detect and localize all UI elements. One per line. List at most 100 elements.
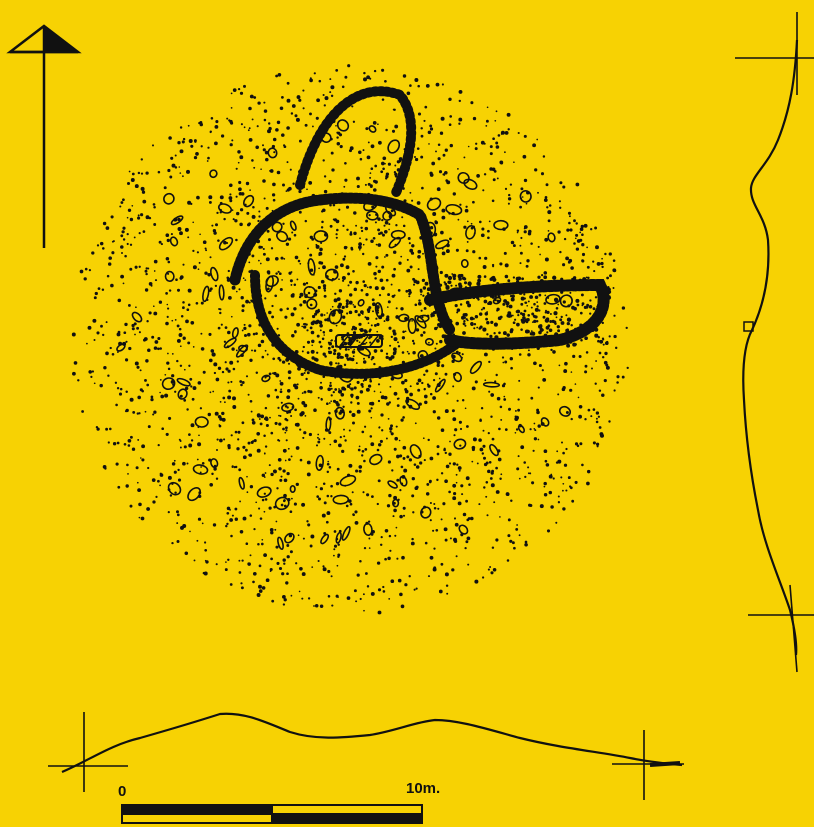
stipple-dot bbox=[368, 329, 371, 333]
stipple-dot bbox=[382, 167, 385, 171]
stipple-dot bbox=[237, 438, 240, 441]
stipple-dot bbox=[547, 324, 551, 328]
stipple-dot bbox=[498, 331, 501, 335]
stipple-dot bbox=[199, 407, 203, 410]
stipple-dot bbox=[219, 401, 222, 403]
stipple-dot bbox=[258, 418, 261, 420]
stipple-dot bbox=[287, 237, 292, 241]
stipple-dot bbox=[598, 351, 602, 355]
stipple-dot bbox=[168, 416, 172, 420]
stone bbox=[320, 533, 330, 545]
stipple-dot bbox=[362, 243, 365, 246]
stipple-dot bbox=[377, 123, 379, 126]
stipple-dot bbox=[614, 346, 618, 350]
mound-stones bbox=[116, 119, 573, 551]
stipple-dot bbox=[416, 382, 419, 385]
stipple-dot bbox=[197, 381, 202, 385]
stipple-dot bbox=[581, 302, 585, 306]
stipple-dot bbox=[217, 239, 220, 242]
stone bbox=[457, 171, 470, 185]
stipple-dot bbox=[187, 303, 191, 307]
stipple-dot bbox=[480, 140, 485, 145]
stipple-dot bbox=[536, 410, 540, 415]
stipple-dot bbox=[302, 299, 307, 304]
stipple-dot bbox=[270, 472, 274, 477]
stipple-dot bbox=[190, 320, 195, 325]
central-slab bbox=[335, 334, 383, 348]
stipple-dot bbox=[584, 418, 587, 421]
stipple-dot bbox=[438, 589, 443, 594]
stipple-dot bbox=[327, 460, 330, 463]
stipple-dot bbox=[527, 349, 530, 352]
stipple-dot bbox=[612, 259, 616, 262]
stone bbox=[469, 360, 482, 375]
stipple-dot bbox=[121, 252, 123, 254]
stipple-dot bbox=[537, 386, 540, 389]
stipple-dot bbox=[467, 303, 472, 308]
stipple-dot bbox=[443, 447, 446, 450]
stipple-dot bbox=[385, 278, 389, 282]
stipple-dot bbox=[247, 562, 251, 566]
stipple-dot bbox=[157, 479, 160, 483]
stipple-dot bbox=[365, 341, 368, 344]
stipple-dot bbox=[337, 304, 341, 309]
stipple-dot bbox=[229, 199, 233, 203]
stipple-dot bbox=[362, 380, 365, 382]
stone bbox=[313, 230, 329, 243]
stipple-dot bbox=[101, 288, 105, 292]
stipple-dot bbox=[537, 424, 541, 428]
stipple-dot bbox=[544, 195, 548, 199]
stipple-dot bbox=[349, 280, 353, 284]
stipple-dot bbox=[492, 178, 496, 182]
stipple-dot bbox=[137, 216, 141, 220]
stone bbox=[289, 484, 296, 493]
stipple-dot bbox=[599, 339, 604, 344]
stipple-dot bbox=[363, 329, 367, 333]
stipple-dot bbox=[187, 341, 191, 345]
stipple-dot bbox=[531, 312, 535, 316]
stipple-dot bbox=[318, 261, 322, 265]
stipple-dot bbox=[341, 386, 346, 391]
stipple-dot bbox=[344, 353, 349, 358]
stipple-dot bbox=[177, 141, 181, 145]
stipple-dot bbox=[484, 256, 488, 260]
stipple-dot bbox=[249, 358, 253, 362]
stipple-dot bbox=[145, 359, 149, 363]
stipple-dot bbox=[585, 351, 589, 354]
stipple-dot bbox=[373, 69, 377, 73]
stipple-dot bbox=[184, 551, 189, 556]
stipple-dot bbox=[336, 228, 339, 232]
stipple-dot bbox=[377, 588, 382, 592]
stipple-dot bbox=[436, 445, 440, 449]
stipple-dot bbox=[260, 339, 265, 344]
stipple-dot bbox=[209, 287, 213, 291]
stipple-dot bbox=[255, 501, 258, 504]
stipple-dot bbox=[326, 470, 330, 474]
stipple-dot bbox=[266, 394, 271, 398]
stipple-dot bbox=[400, 465, 404, 469]
stipple-dot bbox=[284, 426, 288, 430]
stipple-dot bbox=[198, 261, 201, 264]
stipple-dot bbox=[318, 497, 321, 501]
stipple-dot bbox=[93, 296, 97, 300]
stipple-dot bbox=[417, 112, 422, 116]
stipple-dot bbox=[401, 336, 406, 340]
stipple-dot bbox=[368, 547, 371, 549]
stipple-dot bbox=[616, 375, 620, 379]
stipple-dot bbox=[237, 150, 241, 154]
stipple-dot bbox=[451, 568, 455, 572]
stipple-dot bbox=[161, 427, 165, 431]
stipple-dot bbox=[301, 597, 304, 600]
stipple-dot bbox=[478, 438, 482, 442]
stipple-dot bbox=[318, 320, 323, 325]
stipple-dot bbox=[341, 276, 346, 280]
stipple-dot bbox=[268, 506, 272, 510]
stipple-dot bbox=[441, 334, 446, 339]
stipple-dot bbox=[238, 559, 241, 562]
stipple-dot bbox=[613, 389, 616, 392]
stipple-dot bbox=[388, 326, 392, 330]
stipple-dot bbox=[355, 600, 358, 603]
stipple-dot bbox=[484, 312, 489, 316]
stipple-dot bbox=[330, 495, 333, 498]
stipple-dot bbox=[294, 255, 299, 260]
